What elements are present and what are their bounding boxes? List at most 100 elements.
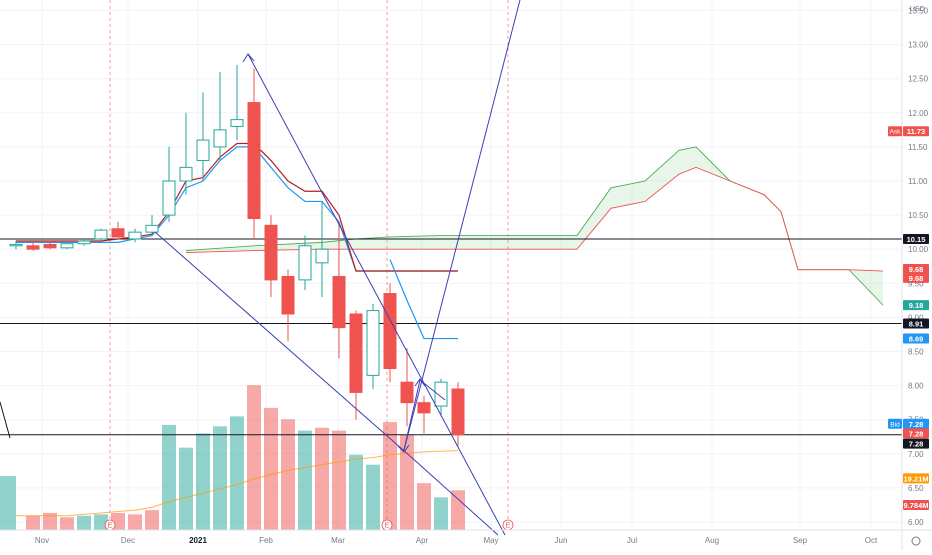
candle-body (145, 224, 159, 233)
volume-bar (162, 424, 176, 530)
time-tick-label: Sep (793, 536, 808, 545)
price-tick-label: 6.00 (908, 518, 924, 527)
time-tick-label: May (483, 536, 498, 545)
price-tag-value: 7.28 (909, 420, 924, 429)
candle-body (111, 228, 125, 238)
earnings-marker: E (381, 519, 393, 531)
candle-body (451, 388, 465, 436)
earnings-marker-label: E (506, 523, 511, 530)
volume-bar (0, 476, 16, 530)
trend-drawings (0, 0, 521, 536)
price-tag: 9.68 (903, 263, 929, 274)
volume-bar (128, 514, 142, 530)
price-tag-value: 11.73 (907, 127, 925, 136)
volume-bar (77, 515, 91, 530)
price-tag-value: 9.68 (909, 265, 924, 274)
volume-bar (366, 464, 380, 530)
candle-body (213, 129, 227, 148)
price-tag-box (903, 126, 929, 137)
volume-bars (0, 385, 465, 530)
volume-bar (26, 515, 40, 530)
candle-body (128, 231, 142, 240)
candle-body (196, 139, 210, 162)
time-tick-label: Nov (35, 536, 49, 545)
channel-lower-extension (409, 455, 499, 536)
time-tick-label: Jul (627, 536, 637, 545)
price-tag: 9.18 (903, 300, 929, 311)
price-tick-label: 10.50 (908, 211, 929, 220)
price-tag-box (903, 333, 929, 344)
volume-bar (60, 517, 74, 530)
price-tag-box (903, 499, 929, 510)
price-tag-box (903, 233, 929, 244)
arrow-head (397, 444, 410, 453)
time-tick-label: Feb (259, 536, 273, 545)
price-tag: 10.15 (903, 233, 929, 244)
price-tag-box (903, 272, 929, 283)
price-tick-label: 13.50 (908, 7, 929, 16)
arrow-head (242, 53, 255, 63)
volume-bar (230, 416, 244, 530)
channel-lower-line (154, 231, 411, 457)
price-tag-box (903, 263, 929, 274)
grid (0, 0, 902, 530)
price-tag-value: 10.15 (907, 235, 926, 244)
volume-bar (298, 430, 312, 530)
volume-bar (451, 490, 465, 530)
volume-bar (179, 447, 193, 530)
volume-bar (332, 430, 346, 530)
price-tick-label: 9.50 (908, 279, 924, 288)
price-tag-box (903, 300, 929, 311)
earnings-marker-label: E (108, 523, 113, 530)
price-tick-label: 6.50 (908, 484, 924, 493)
price-tag-value: 9.784M (903, 501, 928, 510)
price-tag-box (903, 438, 929, 449)
time-tick-label: Mar (331, 536, 345, 545)
gear-icon[interactable] (911, 536, 921, 546)
candle-body (26, 245, 40, 250)
volume-bar (213, 426, 227, 530)
candle-body (60, 243, 74, 249)
price-tick-label: 9.00 (908, 313, 924, 322)
price-tag: 9.784M (903, 499, 929, 510)
price-tick-label: 11.00 (908, 177, 928, 186)
candle-body (43, 243, 57, 249)
volume-bar (247, 385, 261, 530)
leading-span-b (185, 166, 884, 272)
price-tag-box (903, 418, 929, 429)
price-tick-label: 10.00 (908, 245, 929, 254)
candle-body (417, 402, 431, 414)
volume-bar (383, 422, 397, 530)
candle-body (264, 224, 278, 281)
candle-body (230, 119, 244, 127)
volume-bar (196, 433, 210, 530)
candle-body (281, 275, 295, 315)
price-tick-label: 8.00 (908, 382, 924, 391)
price-tag-label-box (888, 126, 902, 137)
price-tick-label: 8.50 (908, 348, 924, 357)
candle-body (349, 313, 363, 393)
candle-body (383, 293, 397, 370)
price-tag: 19.21M (903, 473, 929, 484)
candle-body (332, 275, 346, 329)
candle-body (298, 245, 312, 281)
volume-bar (349, 454, 363, 530)
volume-bar (94, 514, 108, 530)
price-tick-label: 13.00 (908, 41, 929, 50)
projection-leg (403, 379, 421, 451)
time-axis[interactable]: Nov Dec 2021 Feb Mar Apr May Jun Jul Aug Sep Oct (0, 529, 932, 545)
time-tick-label: 2021 (189, 536, 207, 545)
price-tick-label: 12.50 (908, 75, 929, 84)
earnings-lines (109, 0, 509, 530)
volume-bar (417, 483, 431, 530)
candle-body (315, 248, 329, 264)
price-axis[interactable]: 6.006.507.007.508.008.509.009.5010.0010.… (901, 0, 929, 550)
price-tag-value: 7.28 (909, 429, 924, 438)
price-tag: 7.28 Bid (888, 418, 929, 429)
time-tick-label: Oct (865, 536, 878, 545)
time-tick-label: Aug (705, 536, 719, 545)
candle-body (179, 166, 193, 182)
price-tag-label-box (888, 418, 902, 429)
